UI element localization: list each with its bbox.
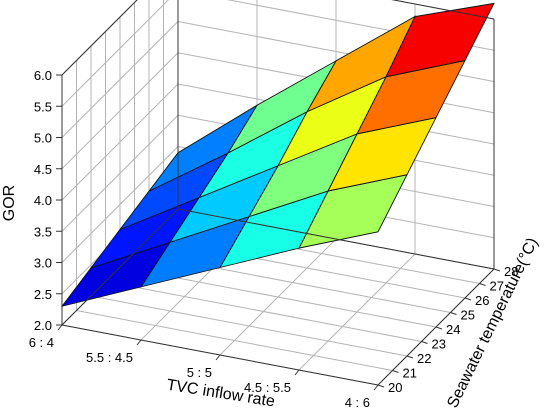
grid-line bbox=[105, 281, 422, 342]
y-tick-label: 28 bbox=[504, 264, 518, 279]
y-tick-label: 21 bbox=[403, 366, 417, 381]
grid-line bbox=[76, 310, 393, 371]
y-tick-label: 24 bbox=[446, 322, 460, 337]
x-tick-mark bbox=[373, 384, 379, 391]
box-edge bbox=[177, 208, 495, 270]
z-tick-label: 4.0 bbox=[34, 193, 52, 208]
z-tick-label: 5.0 bbox=[34, 131, 52, 146]
grid-line bbox=[61, 0, 169, 107]
y-tick-label: 22 bbox=[417, 351, 431, 366]
x-tick-label: 5 : 5 bbox=[187, 365, 212, 380]
z-tick-label: 5.5 bbox=[34, 99, 52, 114]
y-tick-mark bbox=[392, 370, 399, 373]
y-tick-mark bbox=[421, 341, 428, 344]
x-tick-label: 4.5 : 5.5 bbox=[244, 380, 291, 395]
surface bbox=[60, 2, 495, 307]
grid-line bbox=[61, 21, 179, 138]
y-tick-label: 20 bbox=[388, 380, 402, 395]
z-tick-label: 3.5 bbox=[34, 224, 52, 239]
z-tick-label: 4.5 bbox=[34, 162, 52, 177]
x-tick-mark bbox=[294, 369, 300, 376]
y-tick-label: 27 bbox=[490, 279, 504, 294]
y-tick-label: 23 bbox=[432, 337, 446, 352]
x-tick-label: 5.5 : 4.5 bbox=[86, 350, 133, 365]
z-tick-label: 3.0 bbox=[34, 256, 52, 271]
y-tick-mark bbox=[450, 312, 457, 315]
x-tick-mark bbox=[57, 324, 63, 331]
x-tick-label: 4 : 6 bbox=[345, 395, 370, 410]
z-axis-title: GOR bbox=[1, 185, 18, 221]
z-tick-label: 6.0 bbox=[34, 68, 52, 83]
y-tick-mark bbox=[493, 268, 501, 272]
box-edge bbox=[391, 0, 495, 20]
y-tick-mark bbox=[435, 326, 443, 330]
z-tick-label: 2.0 bbox=[34, 318, 52, 333]
axes bbox=[56, 0, 501, 391]
grid-line bbox=[61, 114, 179, 232]
surface-patch bbox=[148, 104, 258, 192]
x-tick-mark bbox=[136, 339, 142, 346]
box-edge bbox=[61, 0, 138, 76]
y-tick-mark bbox=[479, 283, 486, 286]
y-tick-label: 26 bbox=[475, 293, 489, 308]
x-tick-label: 6 : 4 bbox=[29, 335, 54, 350]
tick-labels: 6 : 45.5 : 4.55 : 54.5 : 5.54 : 62021222… bbox=[29, 68, 519, 410]
y-tick-mark bbox=[464, 297, 472, 301]
y-tick-mark bbox=[406, 355, 414, 359]
grid-line bbox=[90, 295, 408, 357]
box-edge bbox=[61, 208, 179, 326]
z-tick-label: 2.5 bbox=[34, 287, 52, 302]
y-tick-label: 25 bbox=[461, 308, 475, 323]
x-tick-mark bbox=[215, 354, 221, 361]
grid-line bbox=[61, 83, 179, 201]
grid-line bbox=[61, 146, 179, 263]
grid-line bbox=[61, 52, 179, 170]
y-tick-mark bbox=[377, 384, 385, 388]
